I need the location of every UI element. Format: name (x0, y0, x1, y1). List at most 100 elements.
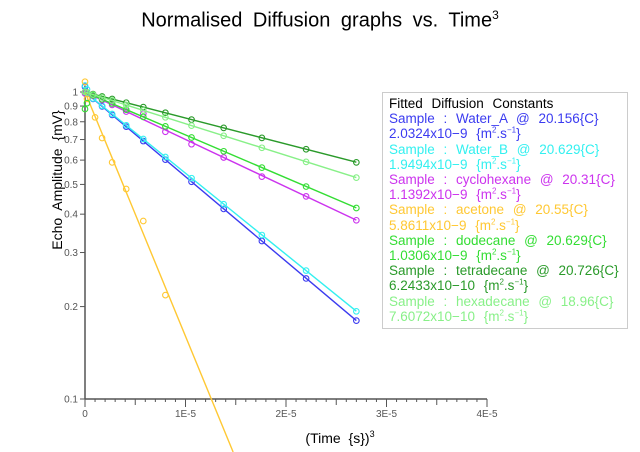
data-point (220, 132, 228, 140)
data-point (353, 204, 360, 212)
fit-line (84, 91, 357, 322)
data-point (81, 78, 89, 86)
legend-constant-part: 2.0324x10−9 {m (389, 126, 492, 142)
y-tick-label: 0.8 (64, 117, 78, 128)
data-point (302, 158, 310, 166)
x-tick-label: 1E-5 (175, 409, 197, 420)
legend-entry-name: Sample : Water_A @ 20.156{C} (389, 111, 599, 127)
data-point (258, 231, 266, 239)
legend-constant-part: 2 (491, 125, 497, 135)
data-point (108, 158, 116, 166)
legend-constant-part: } (516, 156, 521, 172)
legend-entry-name: Sample : dodecane @ 20.629{C} (389, 232, 607, 248)
data-point (139, 113, 147, 121)
legend-title: Fitted Diffusion Constants (389, 96, 554, 111)
data-point (98, 94, 106, 101)
legend-constant-part: } (516, 248, 521, 264)
data-point (122, 121, 130, 129)
data-point (258, 173, 266, 180)
legend-constant-part: .s (503, 278, 515, 294)
legend-entry-constant: 1.9494x10−9 {m2.s−1} (389, 157, 627, 172)
legend-constant-part: 2 (499, 277, 504, 287)
legend-constant-part: .s (496, 248, 507, 264)
fit-line (84, 91, 357, 312)
fit-line (84, 91, 234, 452)
data-point (162, 291, 169, 299)
legend-constant-part: } (515, 217, 520, 233)
data-point (220, 154, 228, 161)
x-tick-label: 4E-5 (476, 409, 498, 420)
data-point (188, 122, 195, 129)
data-point (83, 99, 91, 107)
legend-constant-part: −1 (506, 156, 517, 166)
y-tick-label: 0.5 (64, 180, 78, 191)
data-point (220, 147, 228, 155)
series-4 (81, 91, 360, 212)
x-axis-label-superscript: 3 (370, 429, 375, 439)
data-point (353, 317, 360, 324)
y-tick-label: 0.4 (64, 210, 78, 221)
legend-entry-constant: 1.1392x10−9 {m2.s−1} (389, 187, 627, 202)
legend-constant-part: −1 (506, 186, 517, 196)
data-point (139, 217, 147, 225)
data-point (258, 164, 266, 171)
data-point (162, 153, 169, 161)
data-point (188, 140, 195, 148)
chart-title: Normalised Diffusion graphs vs. Time3 (141, 8, 499, 32)
data-point (162, 109, 169, 117)
legend-constant-part: −1 (506, 247, 517, 257)
legend-constant-part: .s (495, 217, 506, 233)
legend-constant-part: 6.2433x10−10 {m (389, 278, 500, 294)
data-point (81, 105, 89, 113)
data-point (122, 185, 130, 193)
series-1 (81, 82, 360, 315)
legend-constant-part: 1.9494x10−9 {m (389, 156, 492, 172)
data-point (353, 216, 360, 224)
y-tick-label: 0.7 (64, 135, 78, 146)
data-point (81, 82, 89, 89)
data-point (188, 178, 195, 186)
legend-constant-part: .s (496, 126, 507, 142)
legend-constant-part: −1 (505, 217, 516, 227)
legend-entry-name: Sample : acetone @ 20.55{C} (389, 202, 588, 218)
data-point (302, 145, 310, 153)
legend-constant-part: 2 (491, 186, 497, 196)
data-point (353, 174, 360, 182)
legend-constant-part: 2 (491, 156, 497, 166)
data-point (188, 174, 195, 182)
y-tick-label: 0.9 (64, 102, 78, 113)
data-point (353, 307, 360, 315)
data-point (220, 200, 228, 208)
legend-constant-part: } (516, 187, 521, 203)
legend-entry-name: Sample : hexadecane @ 18.96{C} (389, 293, 614, 309)
legend-entry-constant: 5.8611x10−9 {m2.s−1} (389, 218, 627, 233)
series-3 (81, 78, 234, 452)
data-point (108, 97, 116, 104)
data-point (89, 91, 97, 98)
legend-constant-part: } (523, 278, 529, 294)
y-tick-label: 0.1 (64, 395, 78, 406)
y-tick-label: 0.6 (64, 156, 78, 167)
data-point (258, 144, 266, 152)
legend-constant-part: −1 (514, 308, 524, 318)
legend-constant-part: .s (503, 308, 515, 324)
x-tick-label: 0 (82, 409, 88, 420)
legend-constant-part: 2 (499, 308, 504, 318)
data-point (83, 89, 91, 97)
data-point (162, 122, 169, 130)
data-point (220, 205, 228, 213)
legend-constant-part: 5.8611x10−9 {m (389, 217, 491, 233)
legend-entry-constant: 6.2433x10−10 {m2.s−1} (389, 278, 627, 293)
legend-constant-part: .s (496, 187, 507, 203)
data-point (302, 267, 310, 274)
data-point (108, 110, 116, 118)
legend-entry-constant: 2.0324x10−9 {m2.s−1} (389, 126, 627, 141)
legend-entry-name: Sample : Water_B @ 20.629{C} (389, 141, 600, 157)
legend-constant-part: 1.1392x10−9 {m (389, 187, 492, 203)
y-tick-label: 1 (72, 88, 78, 99)
legend-entry-name: Sample : cyclohexane @ 20.31{C} (389, 172, 615, 188)
data-point (83, 95, 91, 103)
series-6 (81, 88, 360, 182)
legend-entry-name: Sample : tetradecane @ 20.726{C} (389, 263, 619, 279)
